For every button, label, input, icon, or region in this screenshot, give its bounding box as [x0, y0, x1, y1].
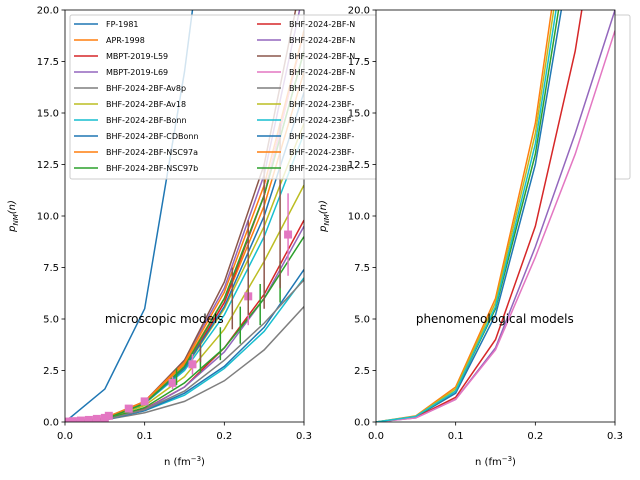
x-tick-label: 0.3	[296, 431, 312, 442]
x-label-text: n (fm	[475, 457, 502, 468]
x-tick-label: 0.0	[57, 431, 73, 442]
y-tick-label: 12.5	[37, 160, 59, 171]
y-tick-label: 0.0	[354, 418, 370, 429]
data-point	[284, 230, 293, 239]
x-label-end: )	[512, 457, 516, 468]
y-tick-label: 10.0	[348, 212, 370, 223]
plot-area	[65, 10, 304, 422]
y-tick-label: 20.0	[348, 6, 370, 17]
legend-label: BHF-2024-23BF-	[289, 116, 355, 125]
legend-label: BHF-2024-23BF-	[289, 100, 355, 109]
annotation: phenomenological models	[416, 312, 574, 326]
data-point	[92, 414, 101, 422]
y-tick-label: 10.0	[37, 212, 59, 223]
y-label-arg: (n)	[318, 200, 329, 214]
legend-label: BHF-2024-2BF-Av18	[106, 100, 186, 109]
y-axis-label: pNM(n)	[7, 200, 20, 233]
series-line	[376, 10, 557, 422]
y-label-sub: NM	[323, 214, 331, 225]
x-tick-label: 0.1	[137, 431, 153, 442]
legend-label: BHF-2024-23BF-	[289, 132, 355, 141]
annotation: microscopic models	[105, 312, 224, 326]
y-axis-label: pNM(n)	[318, 200, 331, 233]
y-label-arg: (n)	[7, 200, 18, 214]
y-tick-label: 2.5	[43, 366, 59, 377]
x-axis-label: n (fm−3)	[475, 455, 516, 468]
x-tick-label: 0.1	[448, 431, 464, 442]
axes-background	[376, 10, 615, 422]
series-line	[376, 30, 615, 422]
x-axis-label: n (fm−3)	[164, 455, 205, 468]
data-point	[76, 416, 85, 422]
plot-area	[376, 10, 615, 422]
y-label-symbol: p	[318, 226, 329, 233]
legend-label: BHF-2024-2BF-N	[289, 20, 355, 29]
x-tick-label: 0.2	[216, 431, 232, 442]
legend-label: FP-1981	[106, 20, 139, 29]
data-point	[168, 378, 177, 387]
legend-label: MBPT-2019-L59	[106, 52, 168, 61]
y-tick-label: 0.0	[43, 418, 59, 429]
x-label-sup: −3	[502, 455, 512, 463]
legend-label: BHF-2024-2BF-S	[289, 84, 354, 93]
legend-label: MBPT-2019-L69	[106, 68, 168, 77]
legend-label: BHF-2024-2BF-N	[289, 52, 355, 61]
data-point	[68, 417, 77, 422]
y-tick-label: 7.5	[354, 263, 370, 274]
data-point	[84, 415, 93, 422]
y-tick-label: 5.0	[43, 315, 59, 326]
legend-label: BHF-2024-2BF-NSC97b	[106, 164, 198, 173]
legend-label: BHF-2024-2BF-NSC97a	[106, 148, 198, 157]
legend-label: BHF-2024-2BF-N	[289, 68, 355, 77]
y-tick-label: 20.0	[37, 6, 59, 17]
y-tick-label: 17.5	[37, 57, 59, 68]
legend-label: BHF-2024-23BF-	[289, 164, 355, 173]
y-tick-label: 17.5	[348, 57, 370, 68]
data-point	[140, 397, 149, 406]
axes: 0.0 0.1 0.2 0.3 0.0 2.5 5.0 7.5 10.0 12.5 15.0 17.5…	[318, 6, 623, 469]
x-label-sup: −3	[191, 455, 201, 463]
legend-label: BHF-2024-2BF-Av8p	[106, 84, 186, 93]
legend-label: BHF-2024-23BF-	[289, 148, 355, 157]
y-tick-label: 12.5	[348, 160, 370, 171]
legend-label: BHF-2024-2BF-N	[289, 36, 355, 45]
legend-label: BHF-2024-2BF-Bonn	[106, 116, 187, 125]
x-tick-label: 0.3	[607, 431, 623, 442]
y-tick-label: 15.0	[348, 109, 370, 120]
data-point	[188, 360, 197, 369]
y-tick-label: 2.5	[354, 366, 370, 377]
y-label-sub: NM	[12, 214, 20, 225]
x-label-end: )	[201, 457, 205, 468]
x-label-text: n (fm	[164, 457, 191, 468]
data-point	[104, 411, 113, 420]
legend-label: APR-1998	[106, 36, 145, 45]
x-tick-label: 0.0	[368, 431, 384, 442]
y-tick-label: 5.0	[354, 315, 370, 326]
y-label-symbol: p	[7, 226, 18, 233]
y-tick-label: 7.5	[43, 263, 59, 274]
data-point	[124, 404, 133, 413]
y-tick-label: 15.0	[37, 109, 59, 120]
x-tick-label: 0.2	[527, 431, 543, 442]
legend-label: BHF-2024-2BF-CDBonn	[106, 132, 199, 141]
